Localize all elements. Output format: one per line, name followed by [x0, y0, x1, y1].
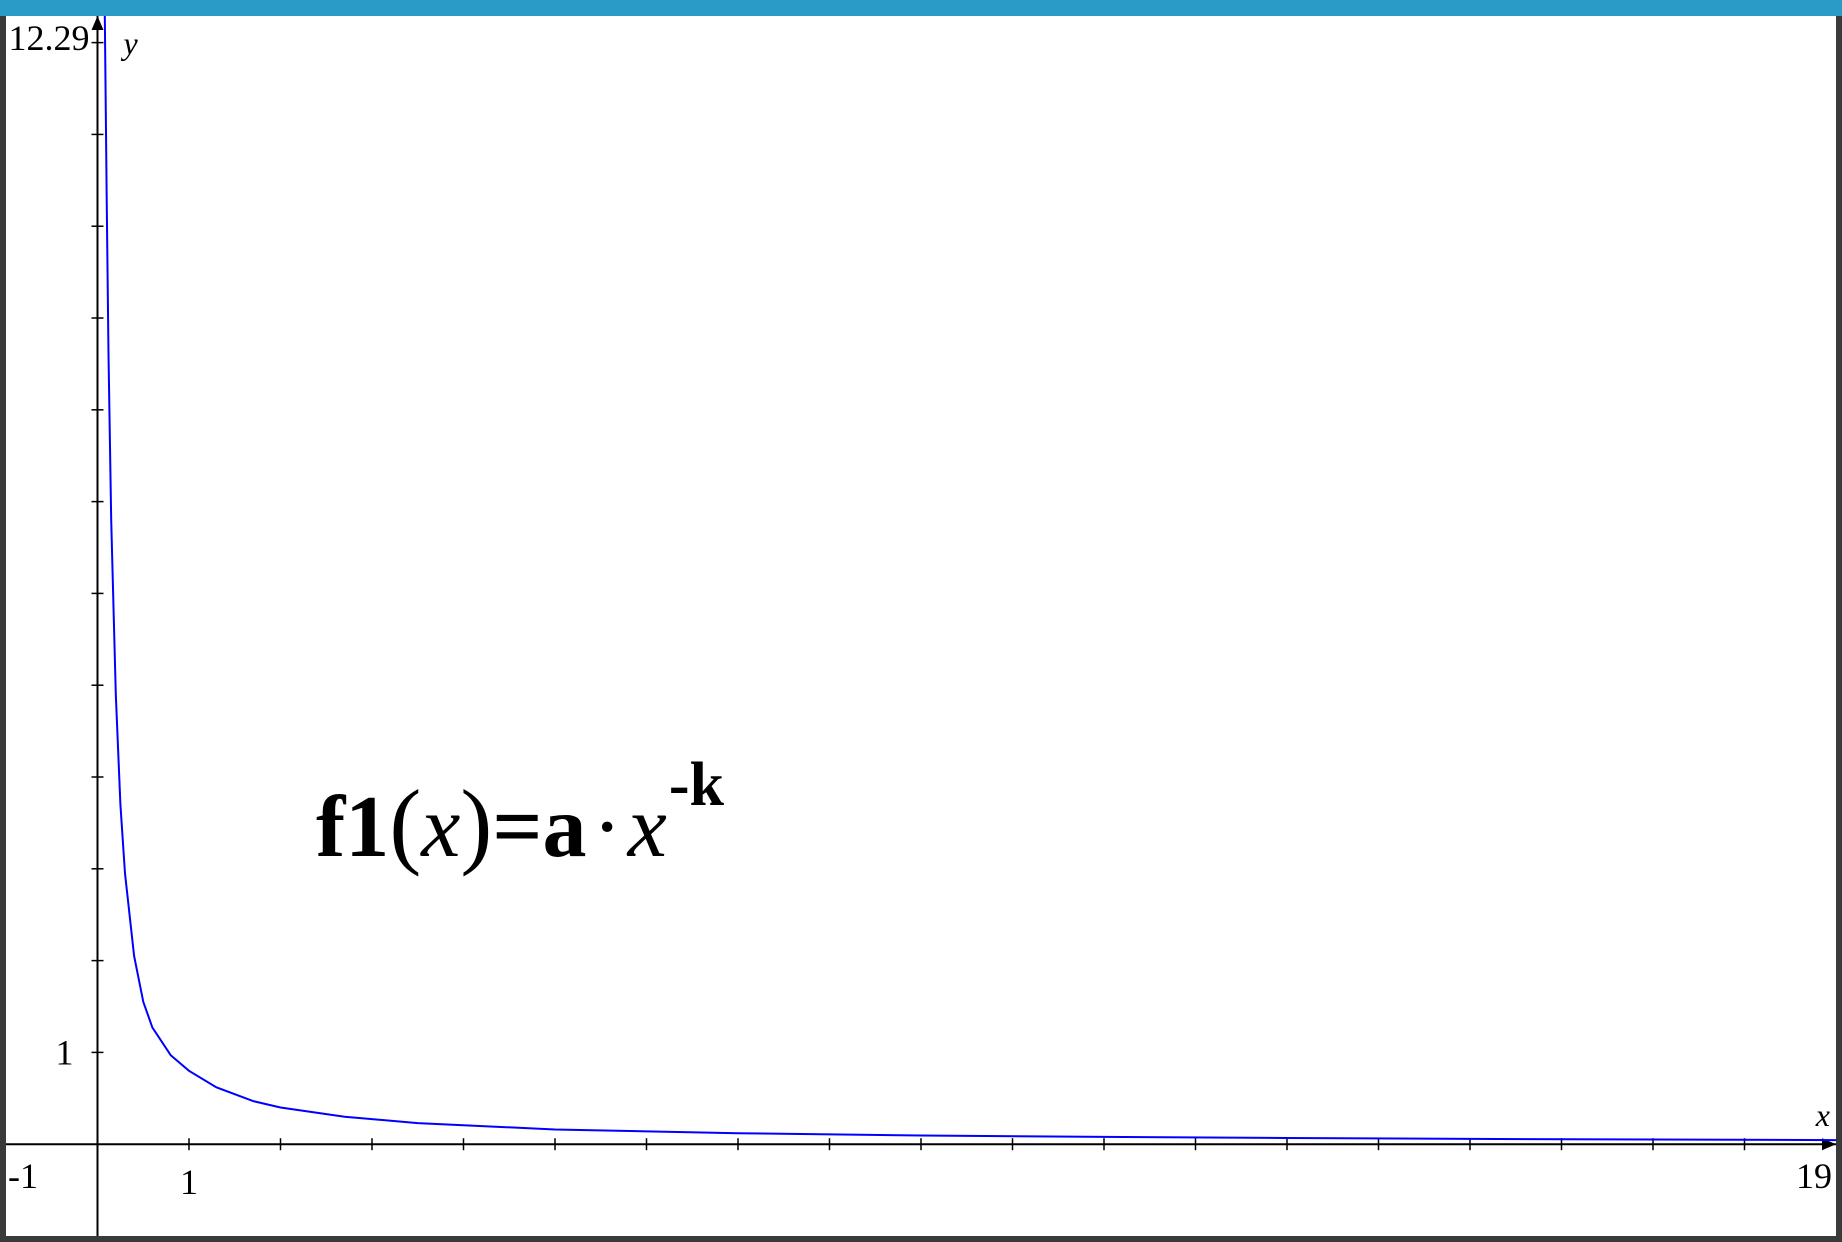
- y-axis-title: y: [121, 25, 139, 61]
- graph-canvas[interactable]: 12.29 1 -1 1 19 y x: [6, 16, 1836, 1236]
- function-open-paren: (: [389, 770, 422, 877]
- function-name: f1: [316, 779, 390, 876]
- function-variable: x: [421, 779, 461, 876]
- x-axis-title: x: [1815, 1097, 1830, 1133]
- window-frame-left: [0, 16, 6, 1242]
- x-min-label: -1: [8, 1156, 38, 1196]
- x-max-label: 19: [1796, 1156, 1832, 1196]
- function-base-variable: x: [627, 779, 667, 876]
- function-equals: =: [492, 779, 543, 876]
- x-tick-label: 1: [180, 1162, 198, 1202]
- function-coefficient: a: [542, 779, 587, 876]
- function-label[interactable]: f1(x)=a·x-k: [316, 754, 724, 872]
- function-exponent: -k: [668, 751, 724, 819]
- window-frame-right: [1836, 16, 1842, 1242]
- function-multiply-dot: ·: [592, 779, 622, 876]
- window-title-bar: [0, 0, 1842, 16]
- y-max-label: 12.29: [9, 18, 90, 58]
- series-line: [103, 16, 1836, 1142]
- window-frame-bottom: [0, 1236, 1842, 1242]
- x-axis-arrow-icon: [1822, 1138, 1836, 1151]
- y-tick-label: 1: [56, 1032, 74, 1072]
- graph-area[interactable]: 12.29 1 -1 1 19 y x f1(x)=a·x-k: [6, 16, 1836, 1236]
- function-close-paren: ): [460, 770, 493, 877]
- y-axis-arrow-icon: [91, 16, 104, 30]
